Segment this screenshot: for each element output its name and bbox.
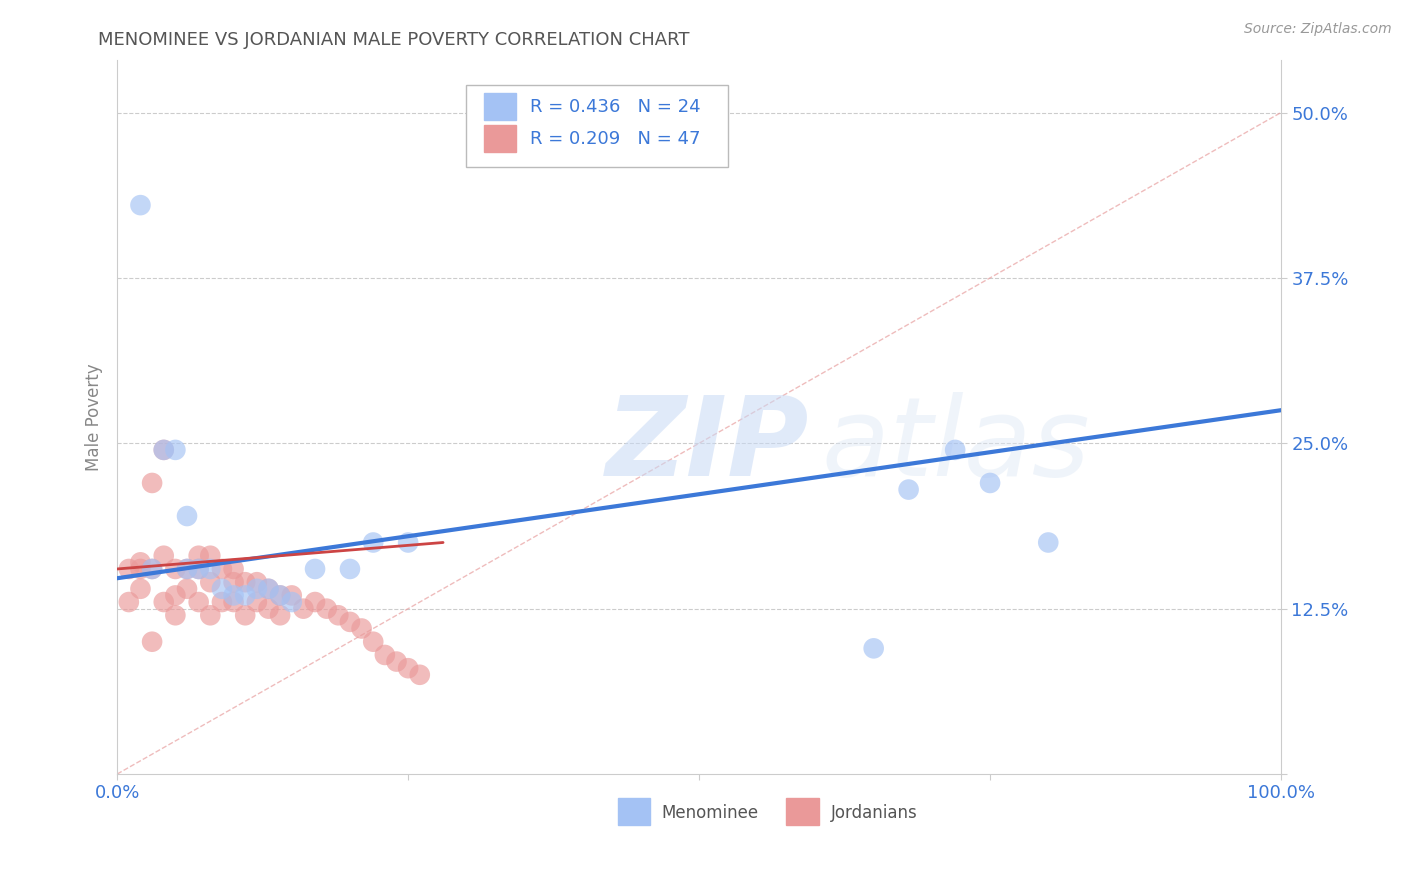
Point (165, 562, 187, 576)
Point (176, 562, 198, 576)
Point (257, 582, 280, 596)
Point (165, 608, 187, 623)
Point (187, 549, 209, 563)
Point (222, 595, 245, 609)
Point (129, 198, 152, 212)
Point (165, 442, 187, 457)
Point (211, 595, 233, 609)
Text: R = 0.436   N = 24: R = 0.436 N = 24 (530, 98, 702, 116)
Point (200, 575, 222, 590)
Point (979, 475, 1001, 490)
Point (339, 562, 361, 576)
Point (222, 575, 245, 590)
Text: Jordanians: Jordanians (831, 805, 917, 822)
Point (176, 509, 198, 524)
Point (165, 589, 187, 603)
Point (141, 475, 163, 490)
Point (152, 442, 174, 457)
Point (222, 589, 245, 603)
Y-axis label: Male Poverty: Male Poverty (86, 363, 103, 471)
Point (141, 562, 163, 576)
Point (943, 442, 966, 457)
Point (246, 595, 269, 609)
Point (328, 608, 350, 623)
Text: R = 0.209   N = 47: R = 0.209 N = 47 (530, 130, 700, 148)
Point (152, 595, 174, 609)
Point (269, 589, 291, 603)
Point (211, 562, 233, 576)
Point (339, 615, 361, 629)
Point (257, 582, 280, 596)
Point (350, 622, 373, 636)
Point (409, 668, 432, 682)
Point (281, 595, 304, 609)
Point (187, 562, 209, 576)
Point (304, 562, 326, 576)
FancyBboxPatch shape (484, 93, 516, 120)
Point (129, 555, 152, 569)
Point (187, 562, 209, 576)
Point (269, 589, 291, 603)
Text: atlas: atlas (821, 392, 1090, 499)
Point (257, 601, 280, 615)
Point (222, 562, 245, 576)
Point (187, 595, 209, 609)
Point (118, 595, 141, 609)
Text: ZIP: ZIP (606, 392, 810, 499)
Point (233, 608, 256, 623)
Point (152, 442, 174, 457)
Point (118, 562, 141, 576)
Text: Menominee: Menominee (662, 805, 759, 822)
Point (281, 589, 304, 603)
Point (233, 589, 256, 603)
Point (200, 549, 222, 563)
Point (141, 562, 163, 576)
Point (129, 582, 152, 596)
Point (152, 549, 174, 563)
Point (862, 641, 884, 656)
Point (361, 535, 384, 549)
FancyBboxPatch shape (467, 85, 728, 167)
Text: Source: ZipAtlas.com: Source: ZipAtlas.com (1244, 22, 1392, 37)
Point (200, 562, 222, 576)
Point (374, 648, 396, 662)
FancyBboxPatch shape (484, 126, 516, 153)
Point (292, 601, 315, 615)
Point (233, 575, 256, 590)
Point (897, 483, 920, 497)
FancyBboxPatch shape (617, 798, 650, 825)
Point (304, 595, 326, 609)
FancyBboxPatch shape (786, 798, 818, 825)
Text: MENOMINEE VS JORDANIAN MALE POVERTY CORRELATION CHART: MENOMINEE VS JORDANIAN MALE POVERTY CORR… (98, 31, 690, 49)
Point (396, 661, 419, 675)
Point (246, 575, 269, 590)
Point (361, 634, 384, 648)
Point (200, 608, 222, 623)
Point (176, 562, 198, 576)
Point (141, 634, 163, 648)
Point (269, 608, 291, 623)
Point (176, 582, 198, 596)
Point (129, 562, 152, 576)
Point (315, 601, 337, 615)
Point (1038, 535, 1060, 549)
Point (246, 582, 269, 596)
Point (396, 535, 419, 549)
Point (211, 582, 233, 596)
Point (385, 655, 408, 669)
